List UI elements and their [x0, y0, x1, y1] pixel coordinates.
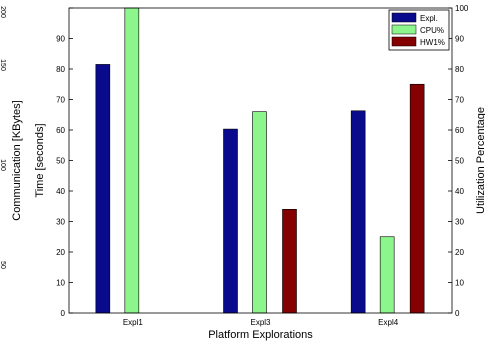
y-tick-label-right: 60 [455, 126, 464, 135]
y-tick-label-right: 10 [455, 279, 464, 288]
x-tick-label: Expl1 [123, 318, 144, 327]
y-tick-label-right: 70 [455, 96, 464, 105]
y-tick-label-left: 20 [56, 248, 65, 257]
legend-swatch [391, 36, 417, 47]
y-tick-label-right: 90 [455, 35, 464, 44]
y-axis-label-outer: Communication [KBytes] [11, 100, 23, 220]
y-tick-label-left: 30 [56, 218, 65, 227]
y-tick-label-left: 10 [56, 279, 65, 288]
bar-expl-expl3 [223, 128, 238, 314]
axes: 0 0 10 10 20 20 30 30 40 40 50 50 60 60 70 70 80 80 90 90 10… [56, 4, 469, 327]
y-tick-label-right: 30 [455, 218, 464, 227]
bar-cpu-expl3 [252, 111, 267, 314]
y-tick-label-right: 20 [455, 248, 464, 257]
y-tick-label-right: 100 [455, 4, 469, 13]
x-tick-label: Expl4 [378, 318, 399, 327]
outer-axis: 200 150 100 50 [0, 6, 6, 269]
x-tick-label: Expl3 [250, 318, 271, 327]
outer-axis-tick-label: 200 [0, 6, 6, 18]
y-tick-label-left: 0 [61, 309, 66, 318]
y-tick-label-left: 50 [56, 157, 65, 166]
outer-axis-tick-label: 150 [0, 59, 6, 71]
outer-axis-tick-label: 50 [0, 261, 6, 269]
y-tick-label-left: 90 [56, 35, 65, 44]
y-tick-label-right: 40 [455, 187, 464, 196]
y-tick-label-left: 80 [56, 65, 65, 74]
legend-label: Expl. [420, 14, 438, 23]
outer-axis-tick-label: 100 [0, 159, 6, 171]
legend-label: CPU% [420, 26, 444, 35]
legend: Expl. CPU% HW1% [388, 9, 450, 51]
y-tick-label-left: 60 [56, 126, 65, 135]
y-tick-label-right: 0 [455, 309, 460, 318]
bar-hw1-expl3 [282, 209, 297, 314]
y-tick-label-left: 40 [56, 187, 65, 196]
y-axis-label-right: Utilization Percentage [475, 107, 485, 214]
x-axis-label: Platform Explorations [208, 329, 313, 341]
y-axis-label-left: Time [seconds] [34, 123, 46, 197]
legend-label: HW1% [420, 38, 445, 47]
bars-group [95, 7, 425, 314]
legend-swatch [391, 12, 417, 23]
bar-hw1-expl4 [409, 83, 425, 314]
bar-cpu-expl4 [379, 236, 395, 314]
bar-expl-expl4 [350, 110, 366, 314]
bar-cpu-expl1 [124, 7, 140, 314]
legend-swatch [391, 24, 417, 35]
y-tick-label-left: 70 [56, 96, 65, 105]
y-tick-label-right: 80 [455, 65, 464, 74]
bar-expl-expl1 [95, 64, 111, 314]
y-tick-label-right: 50 [455, 157, 464, 166]
